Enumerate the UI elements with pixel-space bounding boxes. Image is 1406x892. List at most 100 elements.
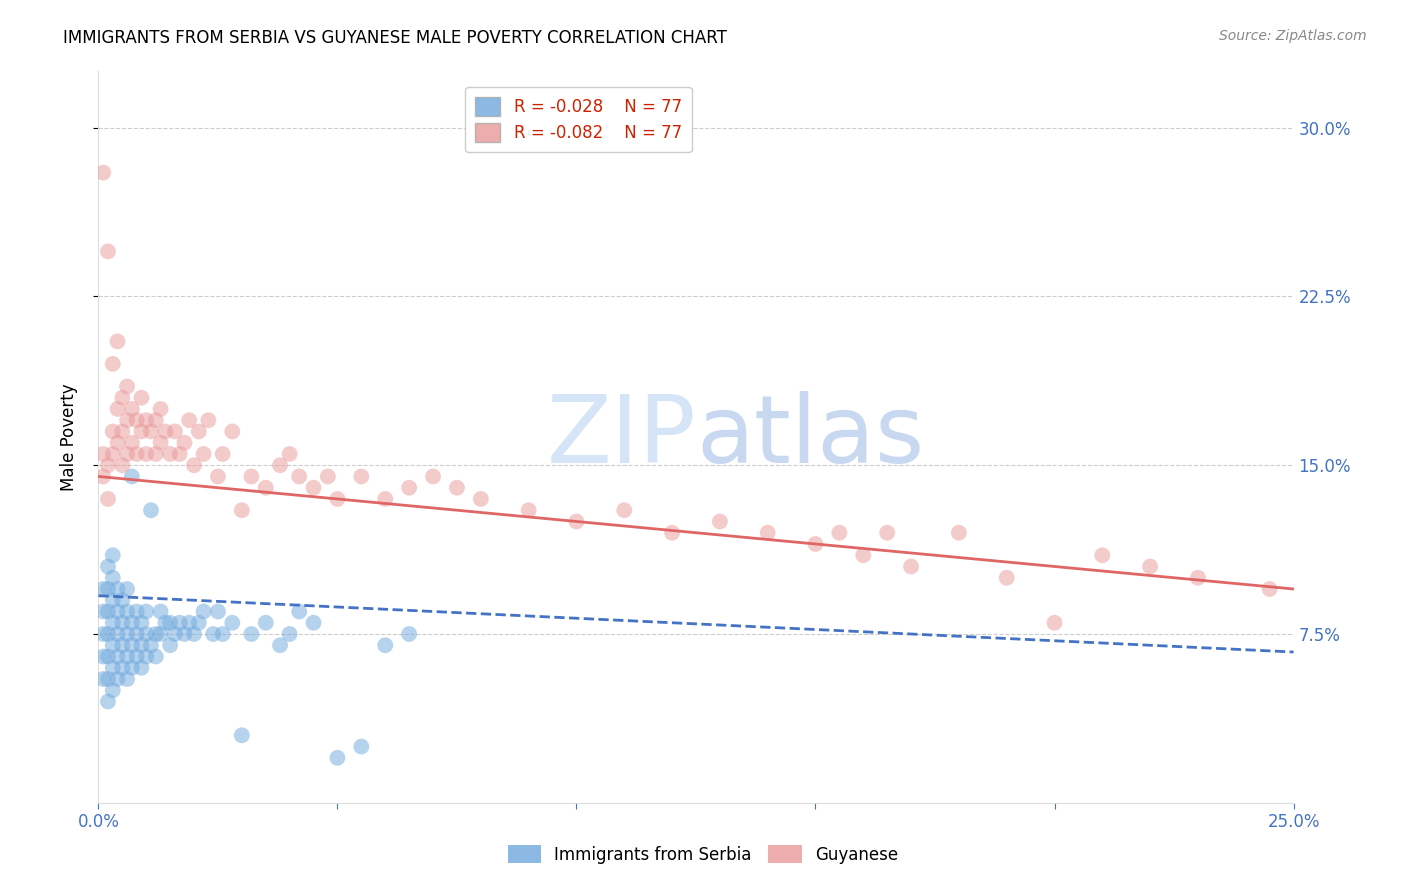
Point <box>131 661 153 675</box>
Point <box>121 435 143 450</box>
Point <box>135 649 157 664</box>
Point <box>139 425 162 439</box>
Point <box>398 627 420 641</box>
Point <box>179 413 201 427</box>
Point <box>254 481 277 495</box>
Point <box>139 638 162 652</box>
Point <box>111 638 134 652</box>
Point <box>121 469 143 483</box>
Point <box>278 447 301 461</box>
Point <box>155 615 177 630</box>
Point <box>145 649 167 664</box>
Point <box>374 638 396 652</box>
Y-axis label: Male Poverty: Male Poverty <box>59 384 77 491</box>
Point <box>121 638 143 652</box>
Point <box>155 425 177 439</box>
Point <box>121 615 143 630</box>
Point <box>269 458 291 473</box>
Point <box>135 605 157 619</box>
Point <box>350 469 373 483</box>
Point <box>111 391 134 405</box>
Point <box>101 593 124 607</box>
Point <box>101 571 124 585</box>
Point <box>995 571 1018 585</box>
Point <box>145 627 167 641</box>
Point <box>111 593 134 607</box>
Point <box>107 435 129 450</box>
Point <box>350 739 373 754</box>
Point <box>101 447 124 461</box>
Point <box>135 627 157 641</box>
Point <box>211 447 233 461</box>
Point <box>101 683 124 698</box>
Point <box>169 447 191 461</box>
Point <box>183 627 205 641</box>
Point <box>115 649 138 664</box>
Point <box>240 469 263 483</box>
Point <box>91 627 114 641</box>
Legend: R = -0.028    N = 77, R = -0.082    N = 77: R = -0.028 N = 77, R = -0.082 N = 77 <box>465 87 692 153</box>
Point <box>398 481 420 495</box>
Point <box>254 615 277 630</box>
Point <box>159 447 181 461</box>
Point <box>302 481 325 495</box>
Point <box>149 627 172 641</box>
Text: ZIP: ZIP <box>547 391 696 483</box>
Point <box>121 661 143 675</box>
Point <box>149 605 172 619</box>
Point <box>97 244 120 259</box>
Point <box>193 605 215 619</box>
Point <box>240 627 263 641</box>
Point <box>97 649 120 664</box>
Point <box>125 649 148 664</box>
Point <box>187 425 209 439</box>
Point <box>852 548 875 562</box>
Point <box>97 627 120 641</box>
Point <box>169 615 191 630</box>
Point <box>125 627 148 641</box>
Point <box>121 401 143 416</box>
Point <box>302 615 325 630</box>
Point <box>91 447 114 461</box>
Point <box>288 469 311 483</box>
Point <box>135 413 157 427</box>
Point <box>446 481 468 495</box>
Point <box>565 515 588 529</box>
Point <box>101 425 124 439</box>
Point <box>900 559 922 574</box>
Point <box>125 605 148 619</box>
Point <box>91 672 114 686</box>
Point <box>107 627 129 641</box>
Point <box>107 401 129 416</box>
Point <box>221 425 243 439</box>
Point <box>197 413 219 427</box>
Text: atlas: atlas <box>696 391 924 483</box>
Point <box>91 605 114 619</box>
Point <box>101 615 124 630</box>
Point <box>517 503 540 517</box>
Point <box>1258 582 1281 596</box>
Point <box>131 615 153 630</box>
Point <box>115 627 138 641</box>
Point <box>269 638 291 652</box>
Point <box>876 525 898 540</box>
Point <box>326 491 349 506</box>
Point <box>422 469 444 483</box>
Point <box>97 672 120 686</box>
Point <box>111 425 134 439</box>
Point <box>1187 571 1209 585</box>
Point <box>231 503 253 517</box>
Point <box>115 582 138 596</box>
Point <box>211 627 233 641</box>
Point <box>187 615 209 630</box>
Point <box>131 425 153 439</box>
Point <box>159 638 181 652</box>
Point <box>107 672 129 686</box>
Point <box>231 728 253 742</box>
Point <box>91 166 114 180</box>
Point <box>111 615 134 630</box>
Point <box>709 515 731 529</box>
Point <box>125 413 148 427</box>
Point <box>131 638 153 652</box>
Point <box>107 334 129 349</box>
